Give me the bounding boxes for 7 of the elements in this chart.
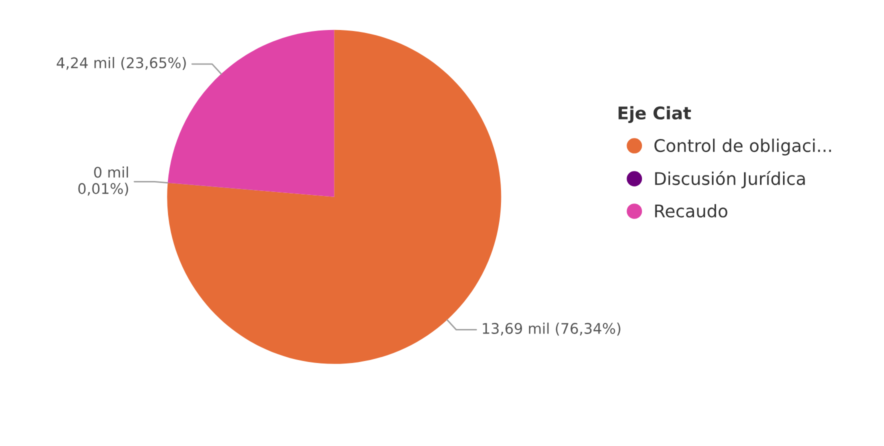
legend-label: Control de obligaci... (654, 138, 831, 156)
data-label: 4,24 mil (23,65%) (56, 57, 186, 70)
data-label: 0 mil 0,01%) (78, 166, 128, 196)
legend-title: Eje Ciat (618, 106, 691, 124)
legend-label: Discusión Jurídica (655, 170, 805, 188)
data-label: 13,69 mil (76,34%) (482, 322, 620, 336)
legend-label: Recaudo (655, 204, 728, 218)
